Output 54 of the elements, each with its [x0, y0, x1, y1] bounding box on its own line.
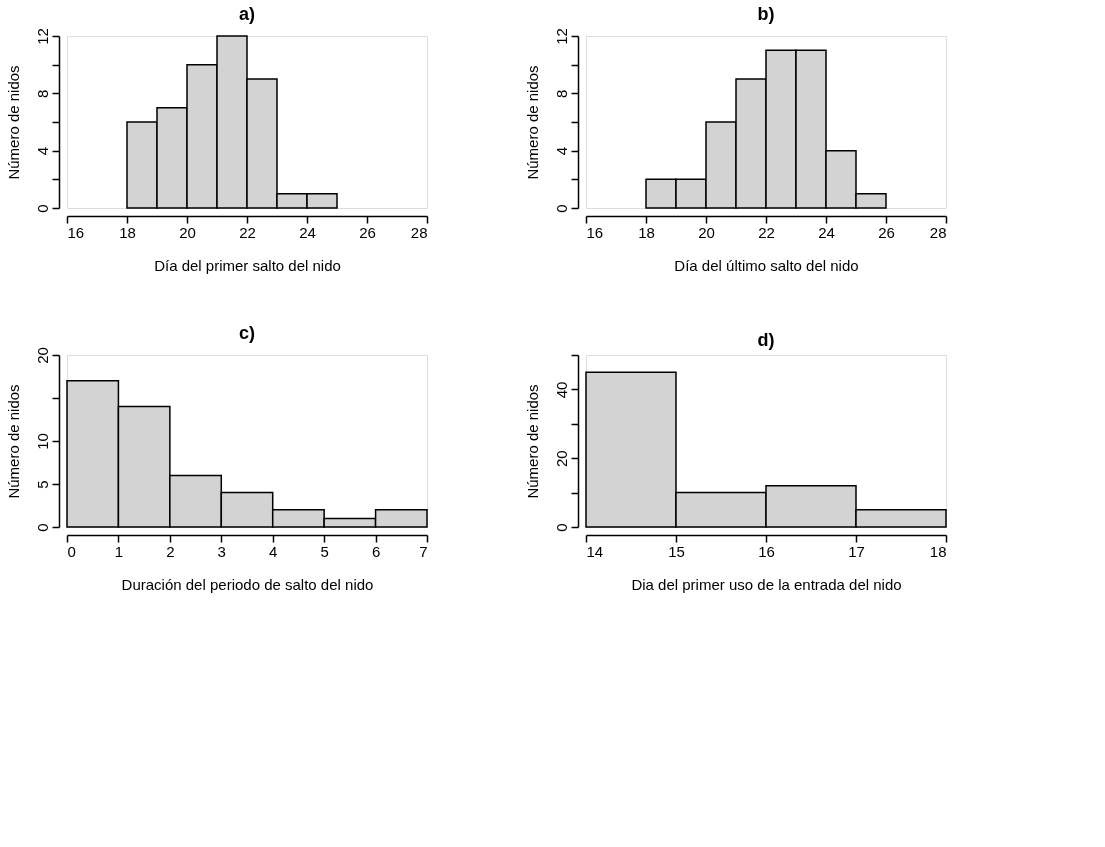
y-tick-label: 40 — [552, 381, 570, 399]
x-tick-label: 4 — [269, 542, 278, 560]
x-tick-label: 14 — [586, 542, 604, 560]
x-tick-label: 24 — [818, 223, 835, 241]
x-axis-title: Dia del primer uso de la entrada del nido — [631, 575, 902, 593]
x-tick-label: 24 — [299, 223, 316, 241]
x-tick-label: 2 — [166, 542, 175, 560]
y-axis-title: Número de nidos — [4, 65, 22, 180]
chart-title: b) — [757, 3, 775, 24]
x-tick-label: 3 — [217, 542, 226, 560]
x-axis-title: Día del último salto del nido — [674, 256, 859, 274]
x-tick-label: 28 — [410, 223, 428, 241]
chart-title: a) — [238, 3, 256, 24]
y-tick-label: 10 — [33, 433, 51, 450]
x-tick-label: 26 — [878, 223, 895, 241]
chart-title: d) — [757, 330, 775, 351]
y-tick-label: 8 — [552, 89, 570, 99]
y-tick-label: 5 — [33, 480, 51, 489]
x-tick-label: 6 — [371, 542, 381, 560]
y-tick-label: 20 — [33, 347, 51, 364]
x-tick-label: 20 — [179, 223, 196, 241]
y-tick-label: 12 — [552, 28, 570, 45]
x-tick-label: 18 — [638, 223, 655, 241]
y-tick-label: 4 — [33, 146, 51, 156]
x-tick-label: 26 — [359, 223, 376, 241]
y-tick-label: 0 — [33, 204, 51, 213]
x-axis-title: Día del primer salto del nido — [154, 256, 341, 274]
x-tick-label: 18 — [119, 223, 136, 241]
x-tick-label: 20 — [698, 223, 715, 241]
y-axis-title: Número de nidos — [4, 384, 22, 499]
y-tick-label: 20 — [552, 450, 570, 468]
y-tick-label: 0 — [33, 523, 51, 532]
x-tick-label: 0 — [67, 542, 76, 560]
x-tick-label: 5 — [320, 542, 329, 560]
y-tick-label: 12 — [33, 28, 51, 45]
x-tick-label: 16 — [758, 542, 775, 560]
x-tick-label: 1 — [114, 542, 124, 560]
x-tick-label: 7 — [419, 542, 428, 560]
x-tick-label: 15 — [668, 542, 685, 560]
x-tick-label: 17 — [848, 542, 865, 560]
x-tick-label: 22 — [239, 223, 256, 241]
y-axis-title: Número de nidos — [523, 65, 541, 180]
y-tick-label: 4 — [552, 146, 570, 156]
x-axis-title: Duración del periodo de salto del nido — [121, 575, 374, 593]
x-tick-label: 18 — [929, 542, 947, 560]
y-tick-label: 0 — [552, 204, 570, 213]
y-tick-label: 0 — [552, 523, 570, 532]
y-tick-label: 8 — [33, 89, 51, 99]
x-tick-label: 16 — [586, 223, 604, 241]
chart-title: c) — [238, 322, 256, 343]
x-tick-label: 16 — [67, 223, 85, 241]
x-tick-label: 22 — [758, 223, 775, 241]
x-tick-label: 28 — [929, 223, 947, 241]
y-axis-title: Número de nidos — [523, 384, 541, 499]
